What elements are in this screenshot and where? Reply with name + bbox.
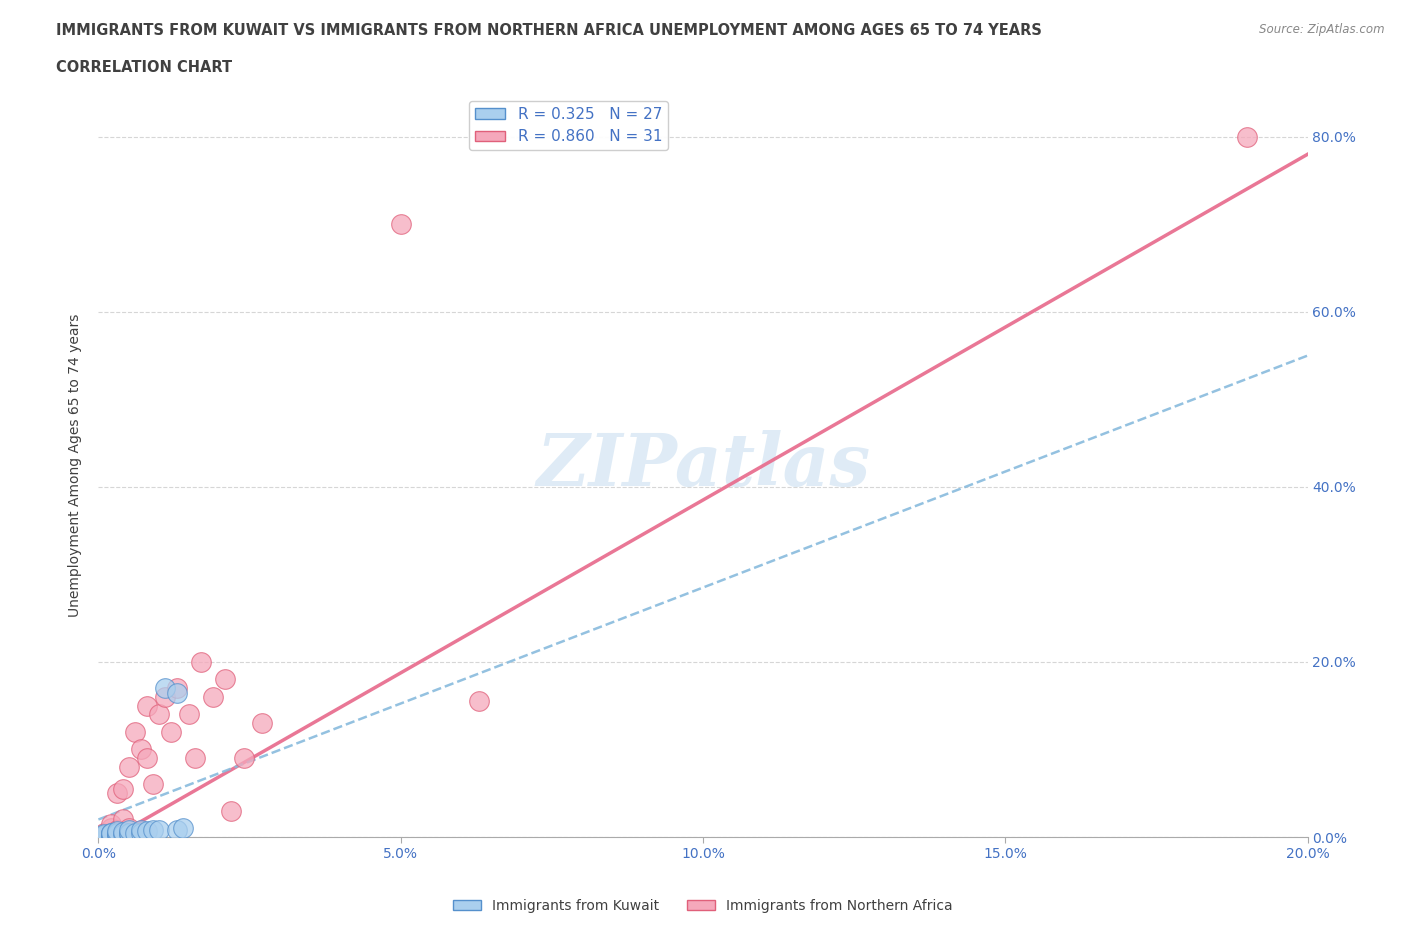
Legend: R = 0.325   N = 27, R = 0.860   N = 31: R = 0.325 N = 27, R = 0.860 N = 31 (468, 100, 668, 151)
Point (93, 829, 115, 844)
Point (129, 742, 152, 757)
Point (166, 685, 188, 700)
Point (100, 827, 122, 842)
Point (148, 822, 170, 837)
Point (153, 681, 176, 696)
Point (105, 828, 128, 843)
Point (100, 828, 122, 843)
Text: Source: ZipAtlas.com: Source: ZipAtlas.com (1260, 23, 1385, 36)
Point (111, 812, 134, 827)
Point (111, 824, 134, 839)
Point (166, 822, 188, 837)
Point (111, 781, 134, 796)
Point (142, 822, 165, 837)
Point (100, 827, 122, 842)
Point (190, 655, 212, 670)
Text: ZIPatlas: ZIPatlas (536, 430, 870, 500)
Point (100, 825, 122, 840)
Point (221, 804, 243, 818)
Point (184, 751, 207, 765)
Point (118, 821, 141, 836)
Point (468, 694, 491, 709)
Point (118, 827, 141, 842)
Point (124, 825, 146, 840)
Point (93, 828, 115, 843)
Point (105, 825, 128, 840)
Point (111, 827, 134, 842)
Point (172, 821, 194, 836)
Point (250, 716, 273, 731)
Point (129, 825, 152, 840)
Point (1236, 129, 1258, 144)
Point (93, 827, 115, 842)
Point (118, 760, 141, 775)
Point (105, 827, 128, 842)
Text: CORRELATION CHART: CORRELATION CHART (56, 60, 232, 75)
Text: IMMIGRANTS FROM KUWAIT VS IMMIGRANTS FROM NORTHERN AFRICA UNEMPLOYMENT AMONG AGE: IMMIGRANTS FROM KUWAIT VS IMMIGRANTS FRO… (56, 23, 1042, 38)
Point (100, 817, 122, 831)
Point (124, 724, 146, 739)
Point (93, 829, 115, 844)
Point (129, 822, 152, 837)
Point (153, 689, 176, 704)
Point (202, 689, 225, 704)
Point (118, 825, 141, 840)
Point (105, 822, 128, 837)
Point (232, 751, 254, 765)
Point (179, 707, 201, 722)
Point (105, 786, 128, 801)
Legend: Immigrants from Kuwait, Immigrants from Northern Africa: Immigrants from Kuwait, Immigrants from … (447, 894, 959, 919)
Point (105, 823, 128, 838)
Point (100, 821, 122, 836)
Point (166, 681, 188, 696)
Point (135, 823, 157, 838)
Point (142, 777, 165, 792)
Point (100, 829, 122, 844)
Point (135, 751, 157, 765)
Point (118, 822, 141, 837)
Point (135, 698, 157, 713)
Point (93, 825, 115, 840)
Point (389, 217, 412, 232)
Point (214, 672, 236, 687)
Y-axis label: Unemployment Among Ages 65 to 74 years: Unemployment Among Ages 65 to 74 years (69, 313, 83, 617)
Point (160, 724, 183, 739)
Point (100, 826, 122, 841)
Point (148, 707, 170, 722)
